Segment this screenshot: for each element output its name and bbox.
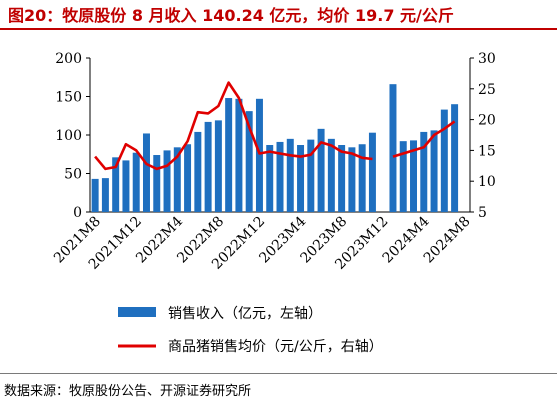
bar-series	[91, 84, 459, 212]
bar-2024M5	[430, 130, 438, 212]
left-tick-label: 200	[55, 51, 82, 67]
title-rule	[0, 28, 557, 30]
bar-2023M4	[297, 145, 305, 212]
right-axis-ticks: 5 10 15 20 25 30	[470, 51, 496, 221]
line-series	[94, 81, 456, 171]
bar-2021M10	[112, 157, 120, 212]
bar-2023M2	[276, 141, 284, 212]
figure-title: 图20：牧原股份 8 月收入 140.24 亿元，均价 19.7 元/公斤	[8, 6, 454, 25]
price-line-segment-1	[94, 81, 373, 171]
right-tick-label: 15	[478, 143, 496, 159]
legend-label: 商品猪销售均价（元/公斤，右轴）	[168, 339, 383, 355]
right-tick-label: 20	[478, 113, 496, 129]
bar-2023M7	[327, 138, 335, 212]
left-tick-label: 150	[55, 90, 82, 106]
right-tick-label: 10	[478, 174, 496, 190]
legend-bar-swatch	[118, 307, 156, 317]
bar-2023M10	[358, 144, 366, 212]
bar-2022M12	[255, 98, 263, 212]
bar-2023M9	[348, 147, 356, 212]
bar-2022M8	[214, 120, 222, 212]
bar-2022M2	[153, 155, 161, 212]
bar-2021M8	[91, 178, 99, 212]
left-tick-label: 0	[73, 205, 82, 221]
left-tick-label: 100	[55, 128, 82, 144]
bar-2022M3	[163, 150, 171, 212]
left-tick-label: 50	[64, 167, 82, 183]
bar-2021M12	[132, 152, 140, 212]
bar-2024M4	[420, 131, 428, 212]
bar-2022M9	[225, 98, 233, 212]
bar-2024M7	[451, 104, 459, 212]
bar-2022M6	[194, 131, 202, 212]
left-axis-ticks: 0 50 100 150 200	[55, 51, 90, 221]
legend: 销售收入（亿元，左轴） 商品猪销售均价（元/公斤，右轴）	[118, 306, 383, 355]
bar-2023M5	[307, 139, 315, 212]
bar-2022M10	[235, 98, 243, 212]
bar-2023M11	[368, 132, 376, 212]
right-tick-label: 30	[478, 51, 496, 67]
bar-2023M1	[266, 145, 274, 212]
bar-2022M7	[204, 121, 212, 212]
bar-2023M6	[317, 128, 325, 212]
bar-2024M3	[410, 140, 418, 212]
bar-2023M8	[338, 145, 346, 212]
bar-2021M9	[101, 178, 109, 212]
right-tick-label: 5	[478, 205, 487, 221]
bar-2024M6	[440, 109, 448, 212]
price-line-segment-2	[392, 120, 456, 158]
legend-label: 销售收入（亿元，左轴）	[168, 306, 322, 322]
bar-2022M5	[184, 144, 192, 212]
bar-2024M1	[389, 84, 397, 212]
bar-2022M11	[245, 111, 253, 212]
source-note: 数据来源：牧原股份公告、开源证券研究所	[4, 384, 252, 399]
source-rule	[0, 373, 557, 374]
bar-2024M2	[399, 141, 407, 212]
right-tick-label: 25	[478, 82, 496, 98]
bar-2021M11	[122, 160, 130, 212]
bar-2023M3	[286, 138, 294, 212]
bar-2022M4	[173, 147, 181, 212]
x-axis-ticks: 2021M82021M122022M42022M82022M122023M420…	[51, 213, 474, 272]
bar-2022M1	[142, 133, 150, 212]
